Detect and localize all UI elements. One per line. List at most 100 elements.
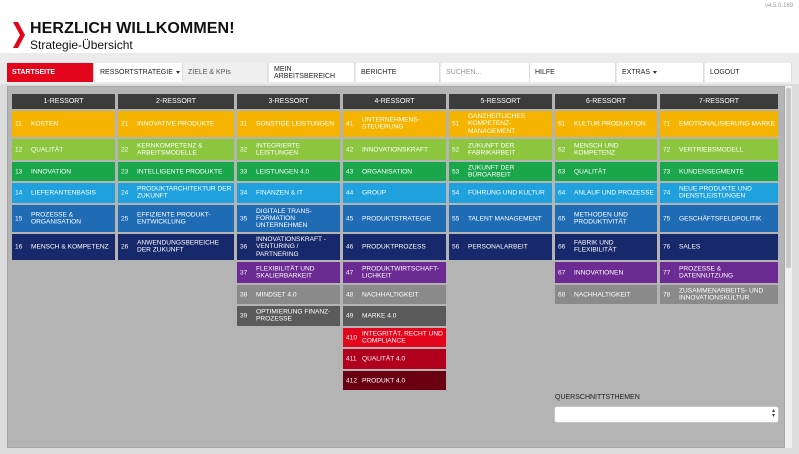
tile-number: 68 <box>558 290 566 298</box>
tile-number: 42 <box>346 145 354 153</box>
strategy-tile[interactable]: 41 UNTERNEHMENS-STEUERUNG <box>343 111 446 137</box>
strategy-tile[interactable]: 16 MENSCH & KOMPETENZ <box>12 234 115 260</box>
tile-number: 34 <box>240 189 248 197</box>
strategy-tile[interactable]: 62 MENSCH UND KOMPETENZ <box>555 139 657 160</box>
strategy-tile[interactable]: 64 ANLAUF UND PROZESSE <box>555 183 657 203</box>
ressort-header: 5-RESSORT <box>449 94 552 109</box>
tile-number: 35 <box>240 214 248 222</box>
tile-number: 41 <box>346 120 354 128</box>
nav-label: BERICHTE <box>361 69 397 76</box>
tile-number: 75 <box>663 214 671 222</box>
tile-number: 64 <box>558 189 566 197</box>
strategy-tile[interactable]: 51 GANZHEITLICHES KOMPETENZ-MANAGEMENT <box>449 111 552 137</box>
strategy-tile[interactable]: 67 INNOVATIONEN <box>555 262 657 283</box>
querschnitt-label: QUERSCHNITTSTHEMEN <box>555 394 640 401</box>
strategy-tile[interactable]: 65 METHODEN UND PRODUKTIVITÄT <box>555 205 657 232</box>
strategy-tile[interactable]: 31 SONSTIGE LEISTUNGEN <box>237 111 340 137</box>
strategy-tile[interactable]: 75 GESCHÄFTSFELDPOLITIK <box>660 205 778 232</box>
ressort-header: 2-RESSORT <box>118 94 234 109</box>
strategy-tile[interactable]: 61 KULTUR PRODUKTION <box>555 111 657 137</box>
strategy-tile[interactable]: 44 GROUP <box>343 183 446 203</box>
tile-number: 61 <box>558 120 566 128</box>
nav-extras[interactable]: EXTRAS <box>617 63 704 82</box>
strategy-tile[interactable]: 52 ZUKUNFT DER FABRIKARBEIT <box>449 139 552 160</box>
tile-label: ZUKUNFT DER FABRIKARBEIT <box>468 142 516 157</box>
strategy-tile[interactable]: 32 INTEGRIERTE LEISTUNGEN <box>237 139 340 160</box>
strategy-tile[interactable]: 42 INNOVATIONSKRAFT <box>343 139 446 160</box>
strategy-tile[interactable]: 76 SALES <box>660 234 778 260</box>
tile-label: PROZESSE & DATENNUTZUNG <box>679 265 734 280</box>
tile-label: INNOVATIONEN <box>574 268 624 276</box>
strategy-tile[interactable]: 47 PRODUKTWIRTSCHAFT-LICHKEIT <box>343 262 446 283</box>
strategy-tile[interactable]: 66 FABRIK UND FLEXIBILITÄT <box>555 234 657 260</box>
tile-label: MARKE 4.0 <box>362 312 397 320</box>
strategy-tile[interactable]: 33 LEISTUNGEN 4.0 <box>237 162 340 181</box>
strategy-tile[interactable]: 74 NEUE PRODUKTE UND DIENSTLEISTUNGEN <box>660 183 778 203</box>
strategy-tile[interactable]: 49 MARKE 4.0 <box>343 306 446 326</box>
querschnitt-select[interactable]: ▴ ▾ <box>554 406 779 423</box>
tile-label: NACHHALTIGKEIT <box>574 290 631 298</box>
tile-number: 56 <box>452 243 460 251</box>
tile-label: UNTERNEHMENS-STEUERUNG <box>362 116 420 131</box>
tile-label: VERTRIEBSMODELL <box>679 145 744 153</box>
nav-ziele-kpis[interactable]: ZIELE & KPIs <box>183 63 268 82</box>
tile-label: FÜHRUNG UND KULTUR <box>468 189 545 197</box>
nav-logout[interactable]: LOGOUT <box>705 63 792 82</box>
nav-search-input[interactable]: SUCHEN... <box>441 63 530 82</box>
board-scrollbar[interactable] <box>785 86 792 448</box>
strategy-tile[interactable]: 39 OPTIMIERUNG FINANZ-PROZESSE <box>237 306 340 326</box>
strategy-tile[interactable]: 48 NACHHALTIGKEIT <box>343 285 446 304</box>
strategy-tile[interactable]: 412 PRODUKT 4.0 <box>343 371 446 390</box>
tile-number: 55 <box>452 214 460 222</box>
strategy-tile[interactable]: 68 NACHHALTIGKEIT <box>555 285 657 304</box>
strategy-tile[interactable]: 14 LIEFERANTENBASIS <box>12 183 115 203</box>
nav-startseite[interactable]: STARTSEITE <box>7 63 94 82</box>
nav-berichte[interactable]: BERICHTE <box>356 63 440 82</box>
strategy-tile[interactable]: 78 ZUSAMMENARBEITS- UND INNOVATIONSKULTUR <box>660 285 778 304</box>
strategy-tile[interactable]: 73 KUNDENSEGMENTE <box>660 162 778 181</box>
strategy-tile[interactable]: 410 INTEGRITÄT, RECHT UND COMPLIANCE <box>343 328 446 347</box>
strategy-tile[interactable]: 23 INTELLIGENTE PRODUKTE <box>118 162 234 181</box>
tile-label: INNOVATION <box>31 167 72 175</box>
strategy-tile[interactable]: 45 PRODUKTSTRATEGIE <box>343 205 446 232</box>
strategy-tile[interactable]: 71 EMOTIONALISIERUNG MARKE <box>660 111 778 137</box>
nav-hilfe[interactable]: HILFE <box>530 63 616 82</box>
ressort-header: 4-RESSORT <box>343 94 446 109</box>
strategy-tile[interactable]: 38 MINDSET 4.0 <box>237 285 340 304</box>
strategy-tile[interactable]: 43 ORGANISATION <box>343 162 446 181</box>
tile-number: 63 <box>558 167 566 175</box>
strategy-tile[interactable]: 37 FLEXIBILITÄT UND SKALIERBARKEIT <box>237 262 340 283</box>
strategy-tile[interactable]: 56 PERSONALARBEIT <box>449 234 552 260</box>
nav-mein-arbeitsbereich[interactable]: MEIN ARBEITSBEREICH <box>269 63 355 82</box>
tile-number: 22 <box>121 145 129 153</box>
tile-number: 62 <box>558 145 566 153</box>
strategy-tile[interactable]: 77 PROZESSE & DATENNUTZUNG <box>660 262 778 283</box>
strategy-tile[interactable]: 46 PRODUKTPROZESS <box>343 234 446 260</box>
ressort-header: 6-RESSORT <box>555 94 657 109</box>
strategy-tile[interactable]: 21 INNOVATIVE PRODUKTE <box>118 111 234 137</box>
strategy-tile[interactable]: 72 VERTRIEBSMODELL <box>660 139 778 160</box>
tile-number: 11 <box>15 120 22 128</box>
caret-down-icon <box>653 71 658 74</box>
strategy-tile[interactable]: 15 PROZESSE & ORGANISATION <box>12 205 115 232</box>
strategy-tile[interactable]: 12 QUALITÄT <box>12 139 115 160</box>
strategy-tile[interactable]: 54 FÜHRUNG UND KULTUR <box>449 183 552 203</box>
strategy-tile[interactable]: 26 ANWENDUNGSBEREICHE DER ZUKUNFT <box>118 234 234 260</box>
strategy-tile[interactable]: 24 PRODUKTARCHITEKTUR DER ZUKUNFT <box>118 183 234 203</box>
tile-label: KERNKOMPETENZ & ARBEITSMODELLE <box>137 142 203 157</box>
scrollbar-thumb[interactable] <box>786 88 791 268</box>
strategy-tile[interactable]: 34 FINANZEN & IT <box>237 183 340 203</box>
strategy-tile[interactable]: 25 EFFIZIENTE PRODUKT-ENTWICKLUNG <box>118 205 234 232</box>
tile-label: PERSONALARBEIT <box>468 243 528 251</box>
strategy-tile[interactable]: 55 TALENT MANAGEMENT <box>449 205 552 232</box>
strategy-tile[interactable]: 11 KOSTEN <box>12 111 115 137</box>
strategy-tile[interactable]: 411 QUALITÄT 4.0 <box>343 349 446 369</box>
strategy-tile[interactable]: 13 INNOVATION <box>12 162 115 181</box>
nav-ressortstrategie[interactable]: RESSORTSTRATEGIE <box>95 63 183 82</box>
strategy-tile[interactable]: 35 DIGITALE TRANS-FORMATION UNTERNEHMEN <box>237 205 340 232</box>
strategy-tile[interactable]: 53 ZUKUNFT DER BÜROARBEIT <box>449 162 552 181</box>
tile-label: FABRIK UND FLEXIBILITÄT <box>574 239 617 254</box>
strategy-tile[interactable]: 63 QUALITÄT <box>555 162 657 181</box>
strategy-tile[interactable]: 22 KERNKOMPETENZ & ARBEITSMODELLE <box>118 139 234 160</box>
strategy-tile[interactable]: 36 INNOVATIONSKRAFT - VENTURING / PARTNER… <box>237 234 340 260</box>
